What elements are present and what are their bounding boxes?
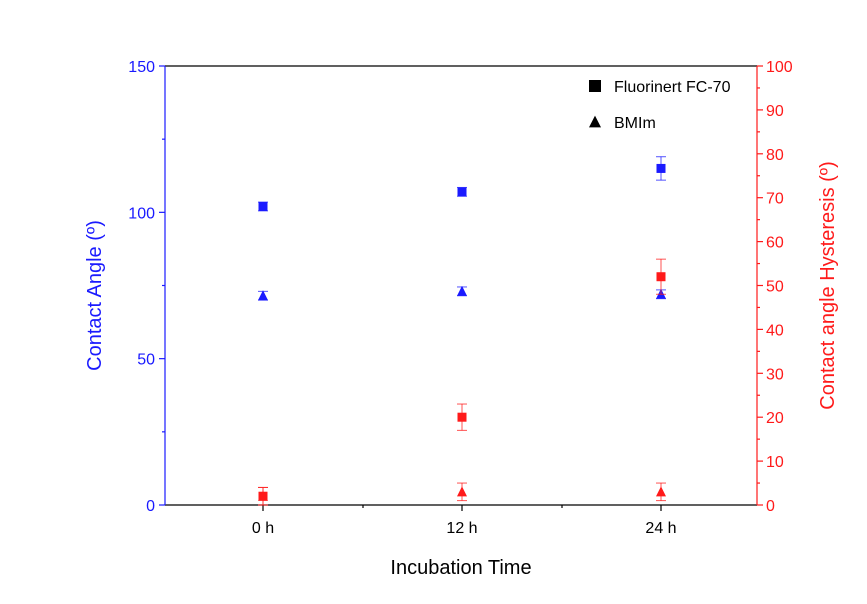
y-right-tick-label: 10 — [766, 454, 784, 471]
legend: Fluorinert FC-70 BMIm — [589, 79, 731, 132]
data-layer — [258, 156, 666, 506]
data-point-triangle — [457, 285, 467, 296]
y-right-tick-label: 30 — [766, 366, 784, 383]
legend-marker-triangle — [589, 115, 601, 128]
x-tick-label: 0 h — [252, 520, 274, 537]
y-left-tick-label: 50 — [137, 352, 155, 369]
x-tick-label: 12 h — [446, 520, 477, 537]
x-tick-label: 24 h — [645, 520, 676, 537]
y-right-tick-label: 40 — [766, 322, 784, 339]
y-right-tick-label: 90 — [766, 103, 784, 120]
y-right-tick-label: 20 — [766, 410, 784, 427]
y-right-tick-label: 50 — [766, 279, 784, 296]
data-point-triangle — [258, 290, 268, 301]
y-left-tick-label: 0 — [146, 498, 155, 515]
data-point-square — [258, 201, 268, 211]
series-hysteresis-triangle — [258, 482, 666, 506]
data-point-square — [457, 187, 467, 197]
data-point-square — [656, 272, 666, 282]
x-axis-title: Incubation Time — [390, 557, 531, 579]
data-point-triangle — [656, 486, 666, 497]
y-axis-right-title: Contact angle Hysteresis (º) — [817, 161, 839, 410]
data-point-square — [457, 412, 467, 422]
data-point-square — [656, 163, 666, 173]
legend-marker-square — [589, 80, 601, 92]
legend-label: Fluorinert FC-70 — [614, 79, 731, 96]
y-left-tick-label: 150 — [128, 59, 155, 76]
series-contact-angle-square — [258, 156, 666, 212]
y-right-tick-label: 80 — [766, 147, 784, 164]
data-point-triangle — [258, 490, 268, 501]
y-left-tick-label: 100 — [128, 205, 155, 222]
y-right-tick-label: 60 — [766, 235, 784, 252]
axes-layer: 0 50 100 150 0 10 20 30 40 50 60 70 80 90 100 0 h 12 h 24… — [128, 59, 793, 537]
y-right-tick-label: 100 — [766, 59, 793, 76]
series-contact-angle-triangle — [258, 285, 666, 301]
data-point-triangle — [457, 486, 467, 497]
legend-label: BMIm — [614, 115, 656, 132]
y-right-tick-label: 0 — [766, 498, 775, 515]
y-right-tick-label: 70 — [766, 191, 784, 208]
y-axis-left-title: Contact Angle (º) — [84, 220, 106, 371]
plot-frame-layer — [164, 65, 758, 506]
